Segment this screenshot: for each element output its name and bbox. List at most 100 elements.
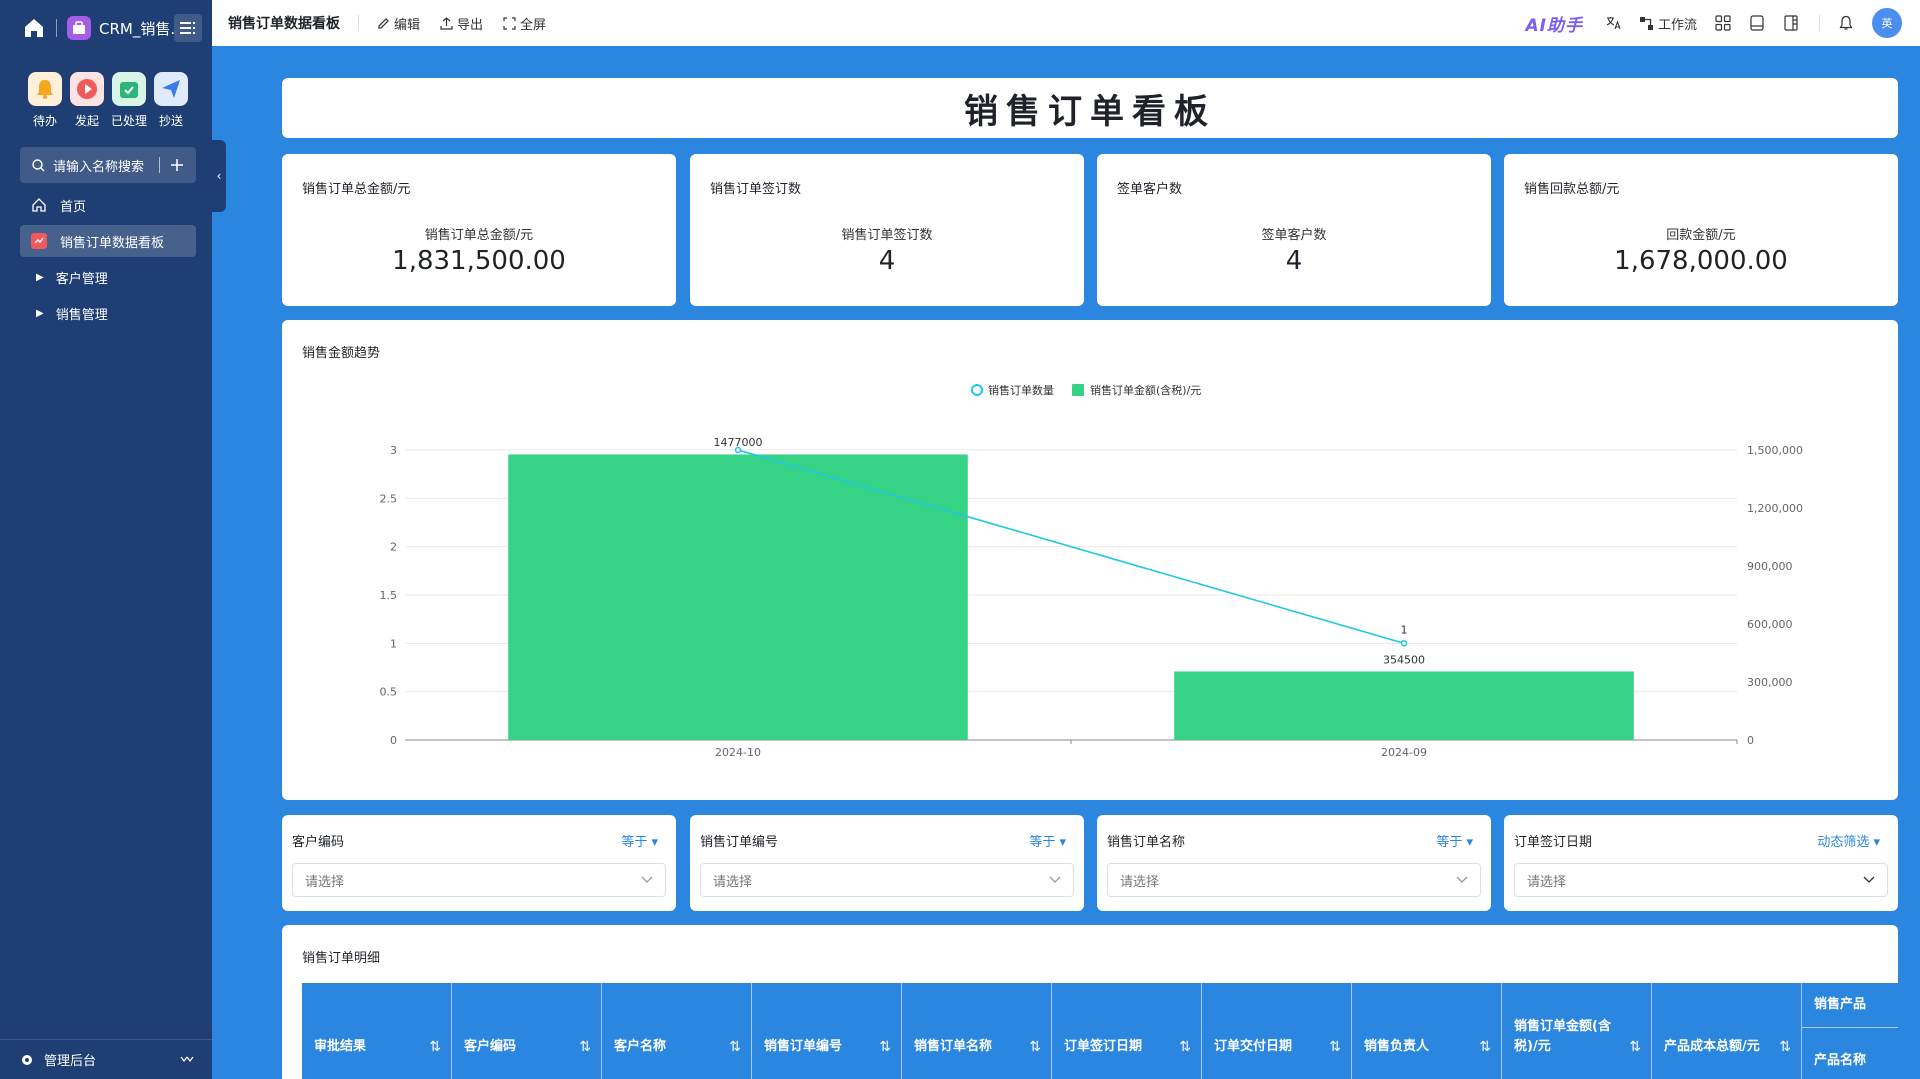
chart-title: 销售金额趋势 bbox=[302, 346, 381, 361]
filter-operator-label: 等于 bbox=[621, 835, 648, 850]
quick-done[interactable]: 已处理 bbox=[108, 72, 150, 129]
sidebar-item-home[interactable]: 首页 bbox=[20, 189, 196, 221]
bar bbox=[1174, 671, 1634, 740]
quick-start[interactable]: 发起 bbox=[66, 72, 108, 129]
sort-icon[interactable]: ⇅ bbox=[579, 1039, 591, 1055]
filter-operator[interactable]: 动态筛选 ▾ bbox=[1817, 831, 1880, 850]
filter-order-name: 销售订单名称 等于 ▾ 请选择 bbox=[1097, 815, 1491, 911]
sort-icon[interactable]: ⇅ bbox=[879, 1039, 891, 1055]
kpi-card-payment-total: 销售回款总额/元 回款金额/元 1,678,000.00 bbox=[1504, 154, 1898, 306]
sort-icon[interactable]: ⇅ bbox=[1029, 1039, 1041, 1055]
kpi-title: 销售订单签订数 bbox=[710, 182, 802, 197]
column-header[interactable]: 产品成本总额/元 ⇅ bbox=[1652, 983, 1802, 1079]
sort-icon[interactable]: ⇅ bbox=[1329, 1039, 1341, 1055]
column-header-label[interactable]: 产品名称 bbox=[1814, 1053, 1867, 1068]
edit-button[interactable]: 编辑 bbox=[377, 14, 420, 33]
bar-data-label: 354500 bbox=[1383, 653, 1425, 666]
dashboard-banner: 销售订单看板 bbox=[282, 78, 1898, 138]
export-button[interactable]: 导出 bbox=[440, 14, 483, 33]
column-header[interactable]: 客户名称 ⇅ bbox=[602, 983, 752, 1079]
sort-icon[interactable]: ⇅ bbox=[429, 1039, 441, 1055]
sidebar-header: CRM_销售... bbox=[0, 0, 212, 56]
kpi-title: 签单客户数 bbox=[1117, 182, 1183, 197]
filter-order-number: 销售订单编号 等于 ▾ 请选择 bbox=[690, 815, 1084, 911]
sidebar-search[interactable]: 请输入名称搜索 bbox=[20, 147, 196, 183]
column-header[interactable]: 审批结果 ⇅ bbox=[302, 983, 452, 1079]
sort-icon[interactable]: ⇅ bbox=[1179, 1039, 1191, 1055]
column-header[interactable]: 订单交付日期 ⇅ bbox=[1202, 983, 1352, 1079]
layout-icon[interactable] bbox=[1783, 15, 1799, 31]
filter-operator-label: 动态筛选 bbox=[1817, 835, 1870, 850]
sort-icon[interactable]: ⇅ bbox=[1479, 1039, 1491, 1055]
y-left-tick-label: 0 bbox=[390, 734, 397, 747]
filter-label: 客户编码 bbox=[292, 835, 345, 850]
sidebar-item-label: 首页 bbox=[60, 199, 87, 215]
book-icon[interactable] bbox=[1749, 15, 1765, 31]
export-icon bbox=[440, 16, 453, 30]
sort-icon[interactable]: ⇅ bbox=[729, 1039, 741, 1055]
filter-label: 销售订单名称 bbox=[1107, 835, 1186, 850]
apps-icon[interactable] bbox=[1715, 15, 1731, 31]
filter-select[interactable]: 请选择 bbox=[292, 863, 666, 897]
column-header[interactable]: 销售订单编号 ⇅ bbox=[752, 983, 902, 1079]
column-header[interactable]: 销售订单名称 ⇅ bbox=[902, 983, 1052, 1079]
edit-icon bbox=[378, 17, 389, 29]
chevron-down-icon bbox=[1049, 873, 1061, 888]
home-icon[interactable] bbox=[22, 16, 46, 40]
fullscreen-label: 全屏 bbox=[520, 17, 547, 33]
column-header[interactable]: 客户编码 ⇅ bbox=[452, 983, 602, 1079]
filter-operator[interactable]: 等于 ▾ bbox=[1436, 831, 1473, 850]
search-input[interactable]: 请输入名称搜索 bbox=[53, 159, 145, 175]
filter-select[interactable]: 请选择 bbox=[1107, 863, 1481, 897]
sort-icon[interactable]: ⇅ bbox=[1779, 1039, 1791, 1055]
filter-label: 销售订单编号 bbox=[700, 835, 779, 850]
admin-link[interactable]: 管理后台 bbox=[0, 1039, 212, 1079]
column-header-label: 客户编码 bbox=[464, 1039, 517, 1054]
kpi-subtitle: 销售订单总金额/元 bbox=[424, 228, 534, 243]
add-icon[interactable] bbox=[170, 158, 184, 172]
avatar[interactable]: 英 bbox=[1872, 8, 1902, 38]
bar bbox=[508, 454, 968, 740]
quick-todo[interactable]: 待办 bbox=[24, 72, 66, 129]
bell-icon bbox=[28, 72, 62, 106]
translate-icon[interactable] bbox=[1605, 15, 1621, 31]
column-header-label: 审批结果 bbox=[314, 1039, 367, 1054]
filter-operator[interactable]: 等于 ▾ bbox=[1029, 831, 1066, 850]
sidebar-collapse-tab[interactable]: ‹ bbox=[212, 140, 226, 212]
workflow-button[interactable]: 工作流 bbox=[1639, 14, 1697, 33]
filter-operator[interactable]: 等于 ▾ bbox=[621, 831, 658, 850]
sidebar-item-sales[interactable]: ▶ 销售管理 bbox=[20, 297, 196, 329]
caret-right-icon: ▶ bbox=[36, 307, 44, 319]
y-left-tick-label: 3 bbox=[390, 444, 397, 457]
bell-icon[interactable] bbox=[1838, 15, 1854, 31]
dashboard-icon bbox=[30, 232, 48, 250]
sort-icon[interactable]: ⇅ bbox=[1629, 1039, 1641, 1055]
chevron-left-icon: ‹ bbox=[216, 169, 222, 183]
column-header[interactable]: 订单签订日期 ⇅ bbox=[1052, 983, 1202, 1079]
workflow-icon bbox=[1639, 16, 1653, 30]
filter-select[interactable]: 请选择 bbox=[700, 863, 1074, 897]
sidebar-item-dashboard[interactable]: 销售订单数据看板 bbox=[20, 225, 196, 257]
menu-toggle-icon[interactable] bbox=[174, 14, 202, 42]
column-header-label: 订单签订日期 bbox=[1064, 1039, 1143, 1054]
divider bbox=[159, 157, 160, 173]
divider bbox=[56, 19, 57, 37]
kpi-card-total-amount: 销售订单总金额/元 销售订单总金额/元 1,831,500.00 bbox=[282, 154, 676, 306]
edit-label: 编辑 bbox=[394, 17, 421, 33]
kpi-card-customer-count: 签单客户数 签单客户数 4 bbox=[1097, 154, 1491, 306]
column-header[interactable]: 销售订单金额(含税)/元 ⇅ bbox=[1502, 983, 1652, 1079]
kpi-title: 销售订单总金额/元 bbox=[302, 182, 411, 197]
fullscreen-button[interactable]: 全屏 bbox=[503, 14, 546, 33]
kpi-subtitle: 回款金额/元 bbox=[1666, 228, 1736, 243]
sidebar-item-customers[interactable]: ▶ 客户管理 bbox=[20, 261, 196, 293]
column-header-label: 客户名称 bbox=[614, 1039, 667, 1054]
quick-cc[interactable]: 抄送 bbox=[150, 72, 192, 129]
caret-down-icon: ▾ bbox=[1873, 835, 1880, 850]
column-header[interactable]: 销售负责人 ⇅ bbox=[1352, 983, 1502, 1079]
ai-assistant-button[interactable]: AI助手 bbox=[1525, 15, 1583, 36]
search-icon bbox=[32, 158, 45, 171]
y-right-tick-label: 1,500,000 bbox=[1747, 444, 1803, 457]
legend-label: 销售订单金额(含税)/元 bbox=[1090, 383, 1201, 397]
filter-select[interactable]: 请选择 bbox=[1514, 863, 1888, 897]
collapse-icon[interactable] bbox=[180, 1056, 194, 1064]
